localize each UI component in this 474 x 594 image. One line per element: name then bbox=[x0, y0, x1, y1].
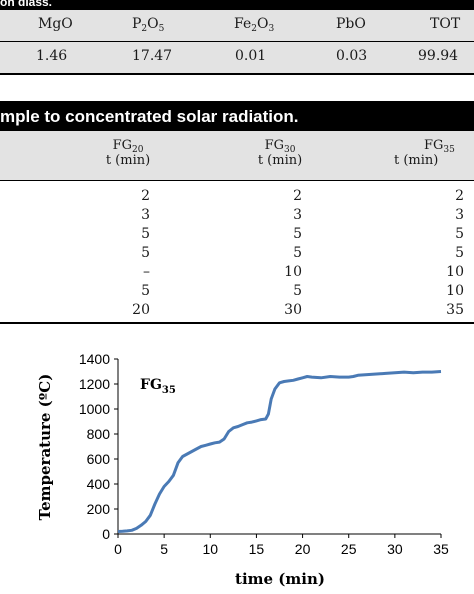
table1-value-p2o5: 17.47 bbox=[132, 48, 173, 64]
table2-unit-fg20: t (min) bbox=[105, 153, 151, 168]
table2-cell: 5 bbox=[141, 245, 150, 261]
table2-unit-fg35: t (min) bbox=[394, 153, 439, 168]
table2-cell: 3 bbox=[455, 207, 464, 223]
table2-cell: 35 bbox=[446, 302, 464, 318]
table2-caption-bar: mple to concentrated solar radiation. bbox=[0, 101, 474, 131]
table1-col-tot: TOT bbox=[430, 16, 461, 32]
table1-value-mgo: 1.46 bbox=[36, 48, 68, 64]
table2-bottom-rule bbox=[0, 322, 474, 324]
table1-col-pbo: PbO bbox=[336, 16, 366, 32]
table1-value-tot: 99.94 bbox=[418, 48, 459, 64]
table2-cell: 5 bbox=[141, 283, 150, 299]
table2-cell: 20 bbox=[132, 302, 150, 318]
y-tick-label: 1200 bbox=[79, 376, 110, 392]
table2-cell: 10 bbox=[284, 264, 302, 280]
x-tick-label: 25 bbox=[341, 541, 357, 557]
table2-cell: 5 bbox=[455, 226, 464, 242]
chart-axes bbox=[117, 359, 441, 535]
table1-value-pbo: 0.03 bbox=[336, 48, 368, 64]
table1-value-fe2o3: 0.01 bbox=[235, 48, 267, 64]
table1-bottom-rule bbox=[0, 73, 474, 75]
table2-cell: 2 bbox=[455, 188, 464, 204]
table1-header-text: on glass. bbox=[0, 0, 80, 6]
x-tick-label: 20 bbox=[295, 541, 311, 557]
table2-cell: 5 bbox=[455, 245, 464, 261]
table2-cell: 3 bbox=[141, 207, 150, 223]
table2-cell: 5 bbox=[141, 226, 150, 242]
x-tick-label: 5 bbox=[160, 541, 168, 557]
table1-header-rule bbox=[0, 41, 474, 42]
chart-ticks: 0 200 400 600 800 1000 1200 1400 0 5 10 15 20 25 30 35 bbox=[79, 351, 449, 557]
table2-cell: 5 bbox=[293, 226, 302, 242]
table1-col-p2o5: P2O5 bbox=[132, 16, 165, 34]
table1-col-mgo: MgO bbox=[38, 16, 73, 32]
table2-cell: 2 bbox=[141, 188, 150, 204]
y-tick-label: 400 bbox=[87, 476, 111, 492]
table1-header-band bbox=[0, 10, 474, 74]
table2-cell: – bbox=[143, 264, 150, 280]
table2-header-band bbox=[0, 131, 474, 181]
x-tick-label: 30 bbox=[387, 541, 403, 557]
series-line-fg35 bbox=[117, 370, 442, 533]
y-tick-label: 1400 bbox=[79, 351, 110, 367]
table2-header-rule bbox=[0, 180, 474, 181]
y-tick-label: 600 bbox=[87, 451, 111, 467]
x-tick-label: 10 bbox=[202, 541, 218, 557]
table2-group-fg20: FG20 t (min) bbox=[105, 138, 151, 168]
table2-unit-fg30: t (min) bbox=[257, 153, 303, 168]
table2-cell: 5 bbox=[293, 283, 302, 299]
table2-cell: 5 bbox=[293, 245, 302, 261]
x-tick-label: 0 bbox=[114, 541, 122, 557]
table2-group-fg35: FG35 t (min) bbox=[394, 138, 455, 168]
y-tick-label: 200 bbox=[87, 501, 111, 517]
table2-cell: 10 bbox=[446, 283, 464, 299]
y-axis-label: Temperature (ºC) bbox=[36, 374, 54, 521]
table2-cell: 30 bbox=[284, 302, 302, 318]
table2-cell: 10 bbox=[446, 264, 464, 280]
table2-caption: mple to concentrated solar radiation. bbox=[0, 107, 299, 126]
table2-cell: 2 bbox=[293, 188, 302, 204]
y-tick-label: 1000 bbox=[79, 401, 110, 417]
y-tick-label: 800 bbox=[87, 426, 111, 442]
table2-cell: 3 bbox=[293, 207, 302, 223]
chart-title: FG35 bbox=[140, 377, 176, 396]
table1-col-fe2o3: Fe2O3 bbox=[234, 16, 275, 34]
table2-group-fg30: FG30 t (min) bbox=[257, 138, 303, 168]
table1-header-bar: on glass. bbox=[0, 0, 474, 10]
y-tick-label: 0 bbox=[102, 526, 110, 542]
x-axis-label: time (min) bbox=[235, 570, 325, 588]
x-tick-label: 35 bbox=[433, 541, 449, 557]
x-tick-label: 15 bbox=[249, 541, 265, 557]
